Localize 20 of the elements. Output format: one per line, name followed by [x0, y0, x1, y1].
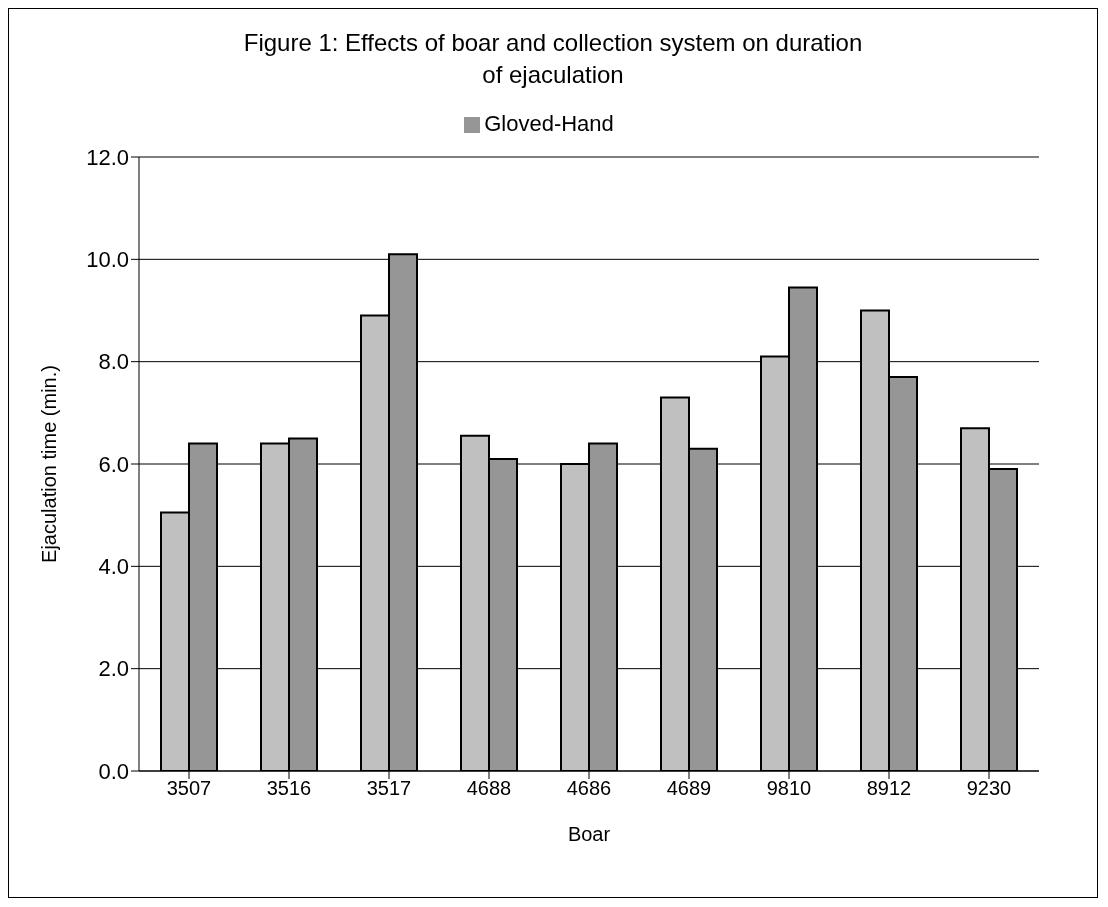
y-tick-label: 0.0: [98, 758, 129, 784]
x-tick-label: 8912: [866, 777, 912, 800]
x-tick-label: 3507: [166, 777, 212, 800]
y-axis-title: Ejaculation time (min.): [38, 365, 61, 563]
x-tick-label: 4689: [666, 777, 712, 800]
x-axis-title: Boar: [567, 823, 611, 845]
legend-label: Gloved-Hand: [484, 111, 614, 136]
chart-title: Figure 1: Effects of boar and collection system on duration of ejaculation: [242, 28, 864, 90]
y-tick-label: 4.0: [98, 554, 129, 580]
x-tick-label: 4686: [566, 777, 612, 800]
x-tick-label: 9230: [966, 777, 1012, 800]
y-tick-label: 10.0: [86, 247, 129, 273]
y-tick-label: 12.0: [86, 144, 129, 170]
y-tick-label: 8.0: [98, 349, 129, 375]
x-tick-label: 4688: [466, 777, 512, 800]
y-tick-label: 2.0: [98, 656, 129, 682]
x-tick-label: 3516: [266, 777, 312, 800]
x-tick-label: 9810: [766, 777, 812, 800]
y-tick-label: 6.0: [98, 451, 129, 477]
x-tick-label: 3517: [366, 777, 412, 800]
